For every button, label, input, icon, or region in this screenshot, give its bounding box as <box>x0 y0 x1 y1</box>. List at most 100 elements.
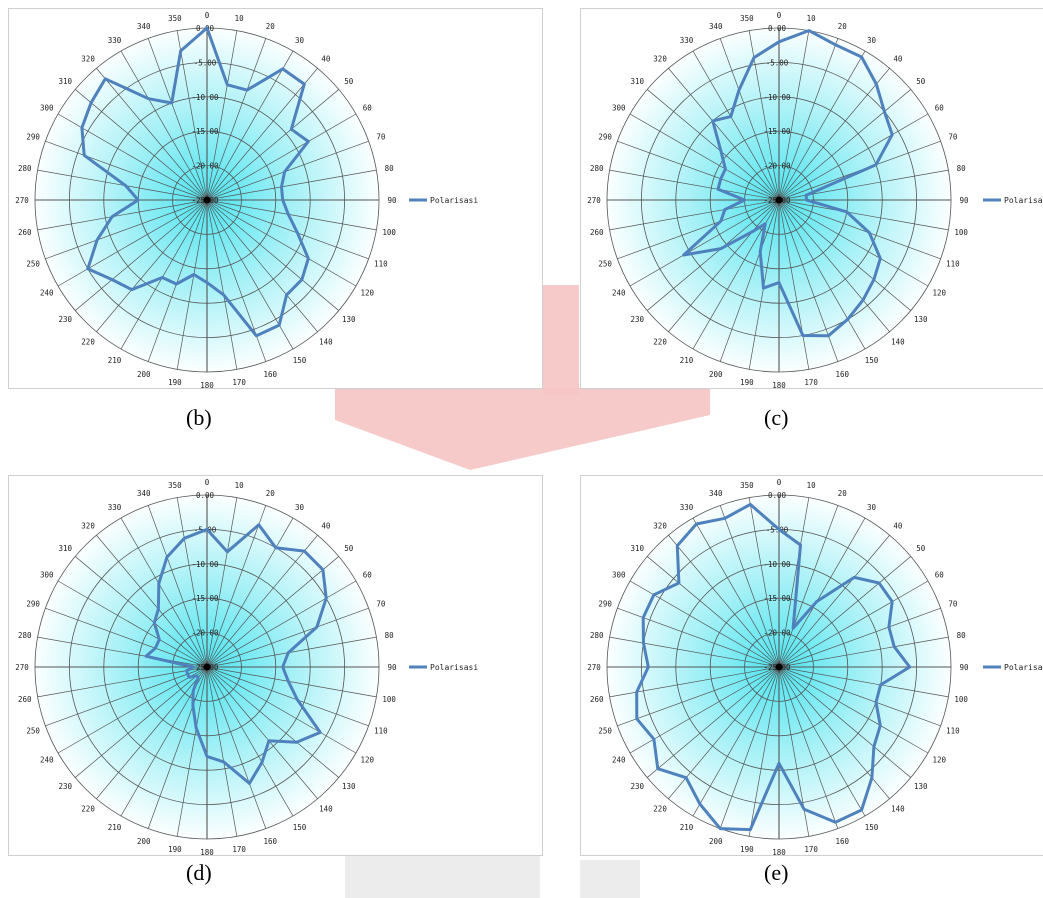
radar-spoke <box>778 30 810 201</box>
angle-tick-label: 80 <box>385 164 395 173</box>
angle-tick-label: 200 <box>709 370 723 379</box>
angle-tick-label: 50 <box>916 544 926 553</box>
series-point <box>807 29 811 32</box>
angle-tick-label: 200 <box>709 837 723 846</box>
angle-tick-label: 300 <box>40 571 54 580</box>
legend-label: Polarisasi <box>430 663 478 672</box>
angle-tick-label: 300 <box>40 104 54 113</box>
series-point <box>719 219 723 223</box>
radar-spoke <box>617 199 780 260</box>
series-point <box>290 128 293 131</box>
radial-tick-label: -10.00 <box>191 93 219 102</box>
legend-label: Polarisasi <box>430 196 478 205</box>
radar-spoke <box>778 535 890 668</box>
series-point <box>758 250 762 253</box>
radar-spoke <box>206 140 369 201</box>
caption-e: (e) <box>764 860 789 885</box>
series-point <box>315 625 319 629</box>
series-point <box>711 119 714 123</box>
angle-tick-label: 40 <box>893 521 903 530</box>
angle-tick-label: 160 <box>264 370 278 379</box>
series-point <box>752 56 756 59</box>
caption-d: (d) <box>186 860 212 885</box>
radar-spoke <box>778 666 949 698</box>
radar-spoke <box>45 140 208 201</box>
angle-tick-label: 170 <box>804 845 818 854</box>
radar-spoke <box>668 68 780 201</box>
radar-spoke <box>778 497 810 668</box>
radar-spoke <box>96 68 208 201</box>
radar-spoke <box>206 666 318 799</box>
angle-tick-label: 230 <box>631 782 645 791</box>
radar-spoke <box>206 666 339 778</box>
radar-spoke <box>206 113 357 201</box>
angle-tick-label: 50 <box>344 77 354 86</box>
series-point <box>165 555 169 559</box>
series-point <box>192 273 196 276</box>
angle-tick-label: 280 <box>590 631 604 640</box>
angle-tick-label: 290 <box>598 133 612 142</box>
series-point <box>749 503 752 506</box>
series-point <box>891 600 894 603</box>
angle-tick-label: 340 <box>709 22 723 31</box>
center-dot <box>775 196 783 204</box>
radar-spoke <box>206 535 318 668</box>
radar-spoke <box>719 38 780 201</box>
angle-tick-label: 240 <box>612 289 626 298</box>
series-point <box>296 698 299 702</box>
radial-tick-label: -5.00 <box>766 58 789 67</box>
angle-tick-label: 340 <box>709 489 723 498</box>
angle-tick-label: 110 <box>946 726 960 735</box>
series-point <box>642 641 645 645</box>
angle-tick-label: 190 <box>168 845 182 854</box>
radial-tick-label: -15.00 <box>763 594 791 603</box>
radial-tick-label: -20.00 <box>191 629 219 638</box>
angle-tick-label: 140 <box>319 338 333 347</box>
series-point <box>870 776 874 779</box>
radar-spoke <box>176 199 208 370</box>
series-point <box>635 690 638 694</box>
radar-spoke <box>778 517 866 668</box>
angle-tick-label: 350 <box>740 481 754 490</box>
angle-tick-label: 190 <box>168 378 182 387</box>
series-point <box>186 672 189 676</box>
radial-tick-label: 0.00 <box>768 491 787 500</box>
angle-tick-label: 220 <box>653 805 667 814</box>
angle-tick-label: 320 <box>81 521 95 530</box>
angle-tick-label: 230 <box>59 315 73 324</box>
radar-spoke <box>692 50 780 201</box>
angle-tick-label: 330 <box>680 503 694 512</box>
radar-spoke <box>647 199 780 311</box>
series-point <box>255 334 258 337</box>
series-point <box>205 528 209 531</box>
radar-spoke <box>778 666 866 817</box>
angle-tick-label: 60 <box>935 571 945 580</box>
series-point <box>300 278 304 281</box>
radar-spoke <box>778 199 929 287</box>
radar-spoke <box>37 666 208 698</box>
series-point <box>874 701 878 704</box>
angle-tick-label: 170 <box>232 378 246 387</box>
radar-spoke <box>96 199 208 332</box>
series-point <box>860 808 863 812</box>
series-point <box>281 665 284 669</box>
series-point <box>324 597 328 600</box>
angle-tick-label: 280 <box>590 164 604 173</box>
radar-spoke <box>778 199 949 231</box>
series-point <box>287 213 290 216</box>
angle-tick-label: 260 <box>590 695 604 704</box>
series-point <box>846 317 849 321</box>
radar-spoke <box>778 505 839 668</box>
angle-tick-label: 10 <box>235 481 245 490</box>
radar-spoke <box>778 199 911 311</box>
angle-tick-label: 180 <box>772 848 786 855</box>
series-point <box>260 761 264 764</box>
series-point <box>267 739 271 742</box>
series-point <box>751 230 754 233</box>
series-point <box>861 298 865 302</box>
radar-spoke <box>206 497 238 668</box>
radar-spoke <box>75 199 208 311</box>
angle-tick-label: 150 <box>865 823 879 832</box>
series-point <box>656 767 659 770</box>
series-point <box>635 717 638 720</box>
